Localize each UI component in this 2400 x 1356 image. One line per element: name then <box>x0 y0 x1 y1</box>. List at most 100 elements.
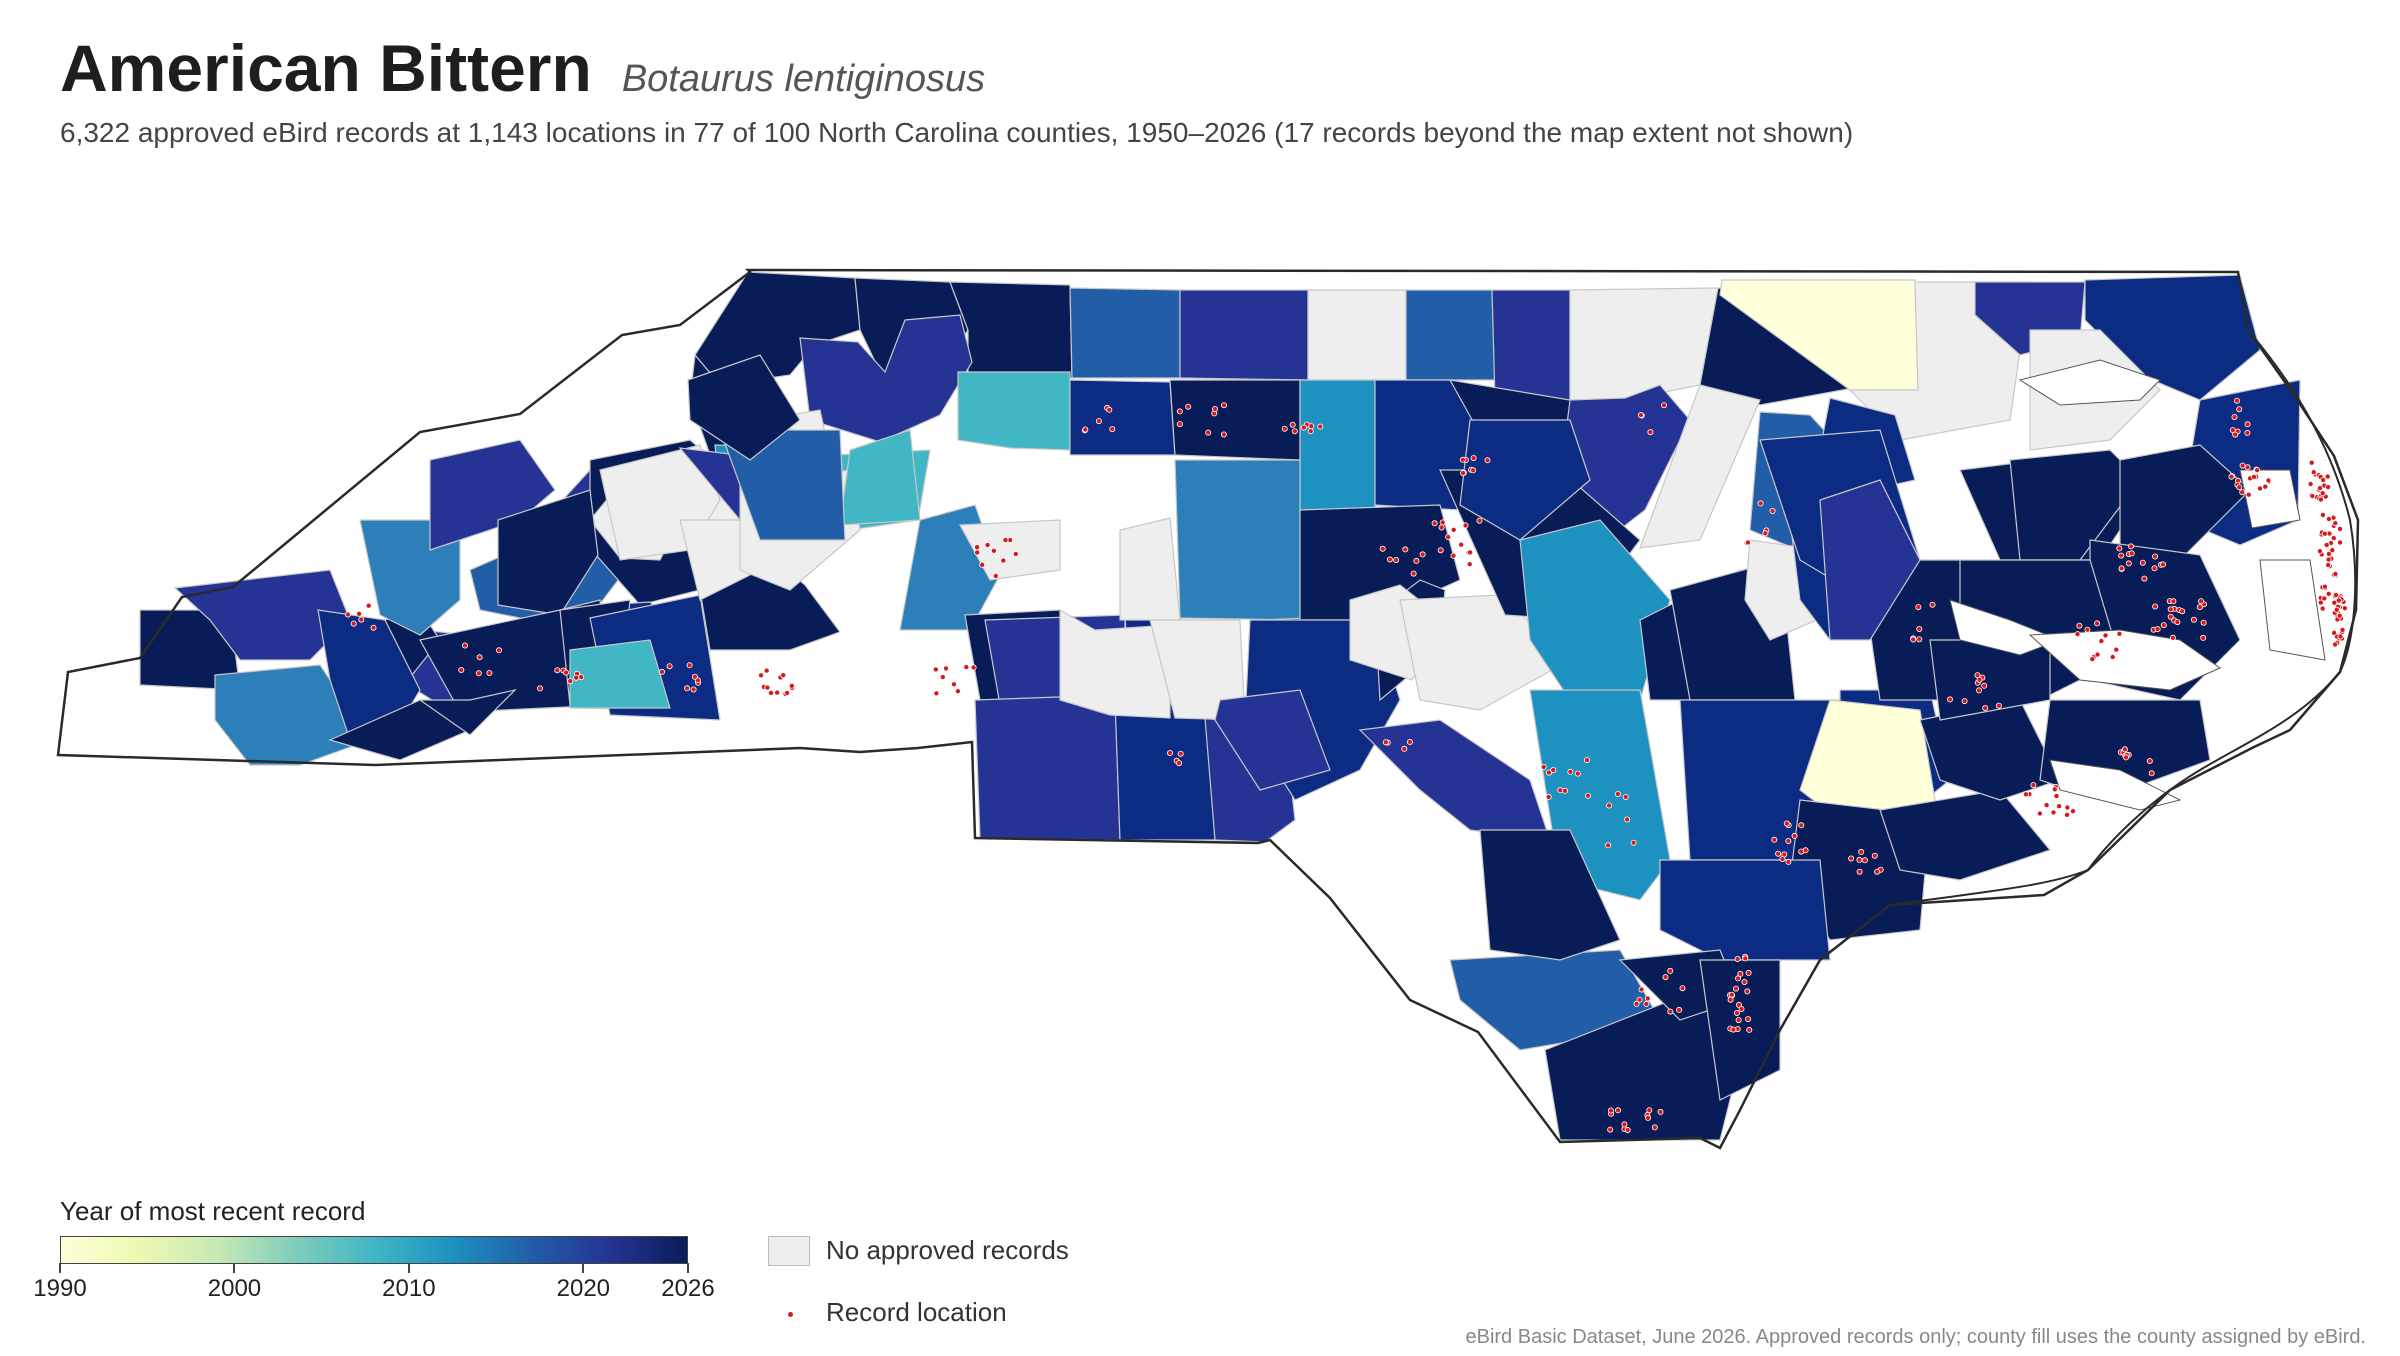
colorbar-tick-mark <box>582 1263 585 1273</box>
record-dot <box>780 672 787 679</box>
record-dot <box>1638 986 1645 993</box>
record-dot <box>970 664 977 671</box>
record-dot <box>2200 619 2207 626</box>
record-dot <box>1746 1026 1753 1033</box>
record-dot <box>1470 467 1477 474</box>
record-dot <box>2239 462 2246 469</box>
record-dot <box>1437 547 1444 554</box>
record-dot <box>1176 760 1183 767</box>
record-dot <box>984 541 991 548</box>
record-dot <box>1459 456 1466 463</box>
record-dot <box>1735 975 1742 982</box>
record-dot <box>2316 548 2323 555</box>
record-dot <box>495 647 502 654</box>
record-dot <box>691 673 698 680</box>
record-dot <box>1379 545 1386 552</box>
record-dot <box>1584 757 1591 764</box>
record-dot <box>563 669 570 676</box>
no-records-label: No approved records <box>826 1235 1069 1265</box>
record-dot <box>1871 852 1878 859</box>
record-dot <box>2236 484 2243 491</box>
record-dot <box>461 642 468 649</box>
record-dot <box>1633 1000 1640 1007</box>
record-dot <box>1624 816 1631 823</box>
record-dot <box>2310 469 2317 476</box>
record-dot <box>666 663 673 670</box>
record-dot <box>1413 557 1420 564</box>
record-dot <box>1742 955 1749 962</box>
record-dot <box>2139 559 2146 566</box>
county-shape <box>2009 449 2141 561</box>
record-dot <box>1947 696 1954 703</box>
record-dot <box>2229 427 2236 434</box>
county-shape <box>1358 719 1551 841</box>
header: American Bittern Botaurus lentiginosus <box>60 30 985 106</box>
record-dot <box>1308 423 1315 430</box>
record-dot <box>1562 787 1569 794</box>
record-dot <box>2094 651 2101 658</box>
record-dot <box>2146 758 2153 765</box>
record-dot <box>1605 842 1612 849</box>
record-dot <box>2317 599 2324 606</box>
record-dot <box>1661 402 1668 409</box>
record-dot <box>1775 850 1782 857</box>
record-dot <box>1643 1000 1650 1007</box>
record-dot <box>1676 1006 1683 1013</box>
record-dot <box>1783 820 1790 827</box>
record-dot <box>1798 848 1805 855</box>
record-dot <box>1406 739 1413 746</box>
record-dot <box>2336 539 2343 546</box>
record-dot <box>2098 638 2105 645</box>
colorbar-tick-mark <box>687 1263 689 1273</box>
record-dot <box>1735 1001 1742 1008</box>
record-dot <box>1220 431 1227 438</box>
record-dot <box>2231 413 2238 420</box>
record-dot <box>2316 485 2323 492</box>
record-dot <box>2232 431 2239 438</box>
sound-water <box>2239 469 2301 529</box>
record-dot <box>370 624 377 631</box>
no-records-swatch <box>768 1236 810 1266</box>
record-dot <box>1771 836 1778 843</box>
record-dot <box>2160 622 2167 629</box>
record-dot <box>2319 512 2326 519</box>
record-dot <box>1645 1114 1652 1121</box>
record-dot <box>1856 856 1863 863</box>
county-shape <box>1069 287 1181 379</box>
record-dot <box>350 620 357 627</box>
record-dot <box>2339 626 2346 633</box>
colorbar-tick-label: 2020 <box>556 1275 611 1302</box>
sound-water <box>1949 599 2062 656</box>
record-dot <box>1607 1126 1614 1133</box>
record-dot <box>1646 1107 1653 1114</box>
record-dot <box>2121 746 2128 753</box>
record-dot <box>1484 457 1491 464</box>
record-dot <box>2335 597 2342 604</box>
title-row: American Bittern Botaurus lentiginosus <box>60 30 985 106</box>
record-dot <box>2196 604 2203 611</box>
record-dot <box>784 689 791 696</box>
sound-water <box>2018 359 2161 406</box>
map-title: American Bittern <box>60 31 592 105</box>
record-dot <box>1177 750 1184 757</box>
colorbar-title: Year of most recent record <box>60 1196 366 1226</box>
record-dot <box>1458 541 1465 548</box>
record-dot <box>2125 560 2132 567</box>
record-dot <box>1567 768 1574 775</box>
record-dot <box>974 544 981 551</box>
record-dot <box>774 689 781 696</box>
record-dot <box>2179 608 2186 615</box>
record-dot <box>1915 604 1922 611</box>
record-dot <box>1176 421 1183 428</box>
colorbar-tick-mark <box>407 1263 410 1273</box>
record-dot <box>1393 557 1400 564</box>
record-dot <box>1291 428 1298 435</box>
source-note: eBird Basic Dataset, June 2026. Approved… <box>1465 1326 2366 1348</box>
record-dot <box>2321 595 2328 602</box>
record-dot <box>2064 811 2071 818</box>
record-dot <box>1382 739 1389 746</box>
record-dot <box>2323 542 2330 549</box>
record-dot <box>1734 956 1741 963</box>
record-dot <box>1995 702 2002 709</box>
record-dot <box>2094 620 2101 627</box>
